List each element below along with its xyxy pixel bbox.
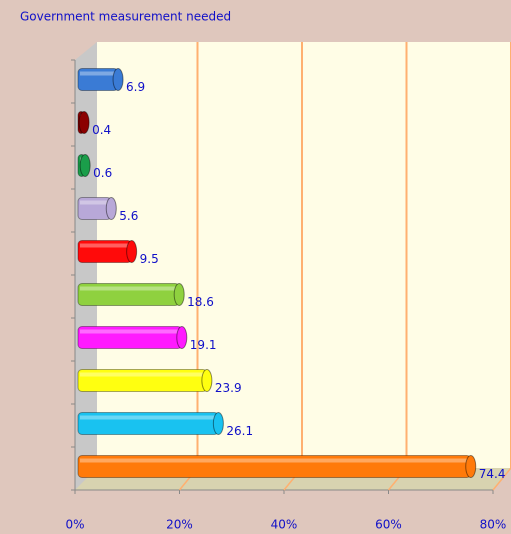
data-label: 6.9 — [126, 80, 145, 94]
bar-cap — [212, 412, 224, 435]
data-label: 0.4 — [92, 123, 111, 137]
bar-highlight — [80, 372, 205, 377]
x-tick-label: 40% — [271, 518, 298, 532]
bar-cap — [78, 111, 90, 134]
floor-grid-line — [492, 467, 511, 491]
x-tick-label: 60% — [375, 518, 402, 532]
bar-highlight — [80, 415, 217, 420]
bar-highlight — [80, 286, 178, 291]
data-label: 19.1 — [190, 338, 217, 352]
bar-highlight — [80, 458, 469, 463]
bar-highlight — [80, 329, 180, 334]
chart-title: Government measurement needed — [20, 10, 231, 24]
bar-cap — [79, 154, 91, 177]
data-label: 26.1 — [226, 424, 253, 438]
bar-highlight — [80, 200, 110, 205]
x-tick-label: 20% — [166, 518, 193, 532]
bar-cap — [105, 197, 117, 220]
x-tick-label: 80% — [480, 518, 507, 532]
bar-cap — [176, 326, 188, 349]
bar-highlight — [80, 71, 117, 76]
bar-cap — [201, 369, 213, 392]
data-label: 5.6 — [119, 209, 138, 223]
data-label: 23.9 — [215, 381, 242, 395]
x-tick-label: 0% — [65, 518, 84, 532]
bar-cap — [112, 68, 124, 91]
bar-cap — [173, 283, 185, 306]
bar-cap — [465, 455, 477, 478]
data-label: 0.6 — [93, 166, 112, 180]
data-label: 74.4 — [479, 467, 506, 481]
bar-cap — [126, 240, 138, 263]
back-wall — [97, 42, 511, 468]
bar-highlight — [80, 243, 130, 248]
data-label: 18.6 — [187, 295, 214, 309]
data-label: 9.5 — [140, 252, 159, 266]
